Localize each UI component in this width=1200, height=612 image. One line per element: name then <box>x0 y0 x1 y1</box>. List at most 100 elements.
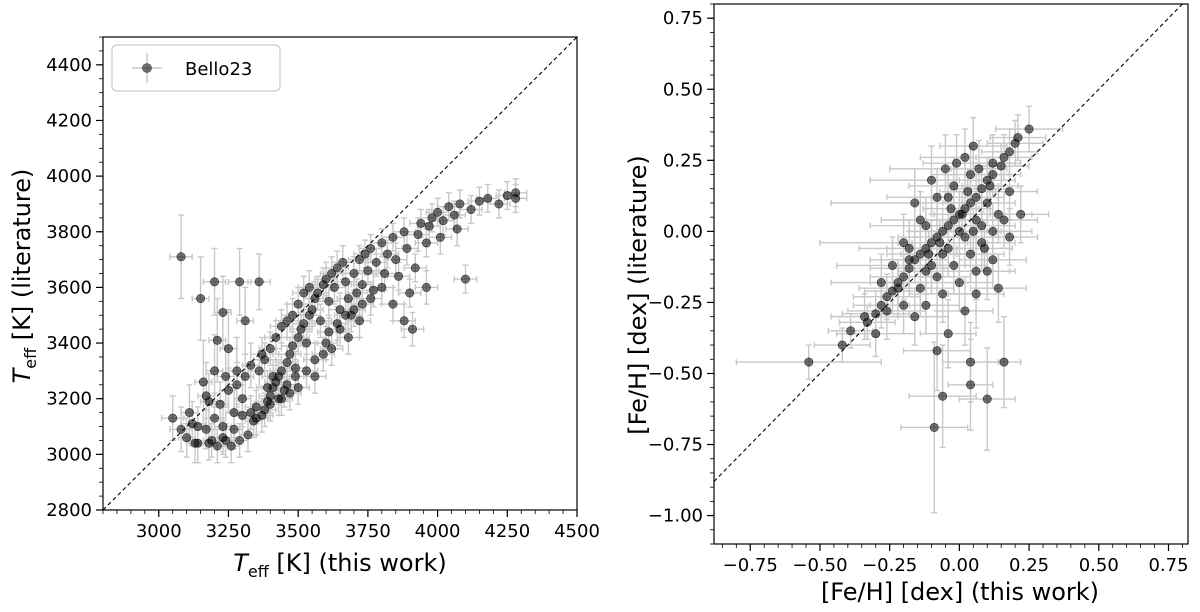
feh-data-point <box>938 249 948 259</box>
teff-y-axis-label: Teff [K] (literature) <box>8 169 40 384</box>
teff-data-point <box>190 438 200 448</box>
teff-data-point <box>184 408 194 418</box>
feh-comparison-panel: −0.75 −0.50 −0.25 0.00 0.25 0.50 0.75 −1.00 −0.… <box>624 3 1189 606</box>
teff-data-point <box>285 388 295 398</box>
teff-data-point <box>223 344 233 354</box>
feh-data-point <box>929 422 939 432</box>
teff-data-point <box>452 224 462 234</box>
feh-data-point <box>999 215 1009 225</box>
teff-data-point <box>377 282 387 292</box>
feh-data-point <box>804 357 814 367</box>
teff-y-tick-label: 4000 <box>46 166 92 187</box>
feh-data-point <box>882 306 892 316</box>
teff-data-point <box>260 405 270 415</box>
teff-data-point <box>207 435 217 445</box>
teff-data-point <box>388 299 398 309</box>
feh-data-point <box>938 391 948 401</box>
teff-x-tick-label: 4000 <box>415 521 461 542</box>
teff-data-point <box>338 257 348 267</box>
teff-data-point <box>355 316 365 326</box>
x-label-symbol: T <box>233 549 250 577</box>
teff-data-point <box>265 399 275 409</box>
feh-data-point <box>974 164 984 174</box>
teff-data-point <box>321 338 331 348</box>
teff-data-point <box>201 424 211 434</box>
teff-data-point <box>276 394 286 404</box>
feh-data-point <box>926 260 936 270</box>
teff-data-point <box>332 263 342 273</box>
teff-data-point <box>352 288 362 298</box>
teff-data-point <box>391 255 401 265</box>
teff-data-point <box>237 410 247 420</box>
feh-data-point <box>1005 147 1015 157</box>
feh-data-point <box>946 204 956 214</box>
teff-x-tick-label: 4500 <box>554 521 600 542</box>
teff-data-point <box>302 366 312 376</box>
teff-data-point <box>293 332 303 342</box>
teff-data-point <box>321 274 331 284</box>
feh-data-point <box>887 260 897 270</box>
teff-data-point <box>399 316 409 326</box>
feh-data-point <box>899 300 909 310</box>
teff-data-point <box>407 324 417 334</box>
teff-data-point <box>349 268 359 278</box>
teff-data-point <box>246 360 256 370</box>
teff-x-tick-label: 3000 <box>136 521 182 542</box>
teff-x-axis-label: Teff [K] (this work) <box>233 549 447 581</box>
y-label-subscript: eff <box>21 347 40 369</box>
feh-data-point <box>960 306 970 316</box>
teff-data-point <box>368 285 378 295</box>
feh-y-axis-label: [Fe/H] [dex] (literature) <box>624 155 652 434</box>
teff-data-point <box>210 413 220 423</box>
teff-data-point <box>341 277 351 287</box>
teff-data-point <box>474 196 484 206</box>
teff-data-point <box>212 335 222 345</box>
teff-data-point <box>293 383 303 393</box>
feh-x-tick-label: 0.50 <box>1079 555 1119 576</box>
legend: Bello23 <box>111 44 281 92</box>
teff-data-point <box>494 199 504 209</box>
teff-data-point <box>343 294 353 304</box>
feh-x-tick-label: 0.75 <box>1148 555 1188 576</box>
feh-data-point <box>921 221 931 231</box>
teff-data-point <box>438 216 448 226</box>
teff-data-point <box>366 294 376 304</box>
teff-data-point <box>235 435 245 445</box>
teff-data-point <box>410 263 420 273</box>
teff-data-point <box>435 232 445 242</box>
feh-data-point <box>1024 124 1034 134</box>
feh-data-point <box>899 272 909 282</box>
teff-data-point <box>413 230 423 240</box>
legend-box <box>111 44 281 92</box>
teff-y-tick-label: 3800 <box>46 222 92 243</box>
teff-y-ticks: 2800 3000 3200 3400 3600 3800 4000 4200 4400 <box>46 36 103 521</box>
teff-data-point <box>460 274 470 284</box>
feh-error-bars <box>735 105 1064 514</box>
teff-data-point <box>343 332 353 342</box>
feh-data-point <box>876 300 886 310</box>
teff-data-point <box>310 355 320 365</box>
teff-data-point <box>257 349 267 359</box>
feh-data-point <box>949 215 959 225</box>
teff-data-point <box>235 277 245 287</box>
teff-data-point <box>377 238 387 248</box>
feh-data-point <box>940 164 950 174</box>
teff-data-point <box>455 199 465 209</box>
feh-data-point <box>904 255 914 265</box>
feh-data-point <box>876 278 886 288</box>
feh-data-point <box>932 192 942 202</box>
feh-data-point <box>943 243 953 253</box>
feh-data-point <box>993 209 1003 219</box>
feh-data-points <box>804 124 1034 432</box>
teff-data-point <box>282 380 292 390</box>
feh-data-point <box>966 198 976 208</box>
teff-data-point <box>360 249 370 259</box>
feh-x-tick-label: −0.25 <box>862 555 917 576</box>
teff-data-point <box>357 299 367 309</box>
teff-data-point <box>380 268 390 278</box>
feh-x-tick-label: −0.75 <box>723 555 778 576</box>
feh-data-point <box>915 215 925 225</box>
feh-data-point <box>943 221 953 231</box>
teff-data-point <box>371 257 381 267</box>
